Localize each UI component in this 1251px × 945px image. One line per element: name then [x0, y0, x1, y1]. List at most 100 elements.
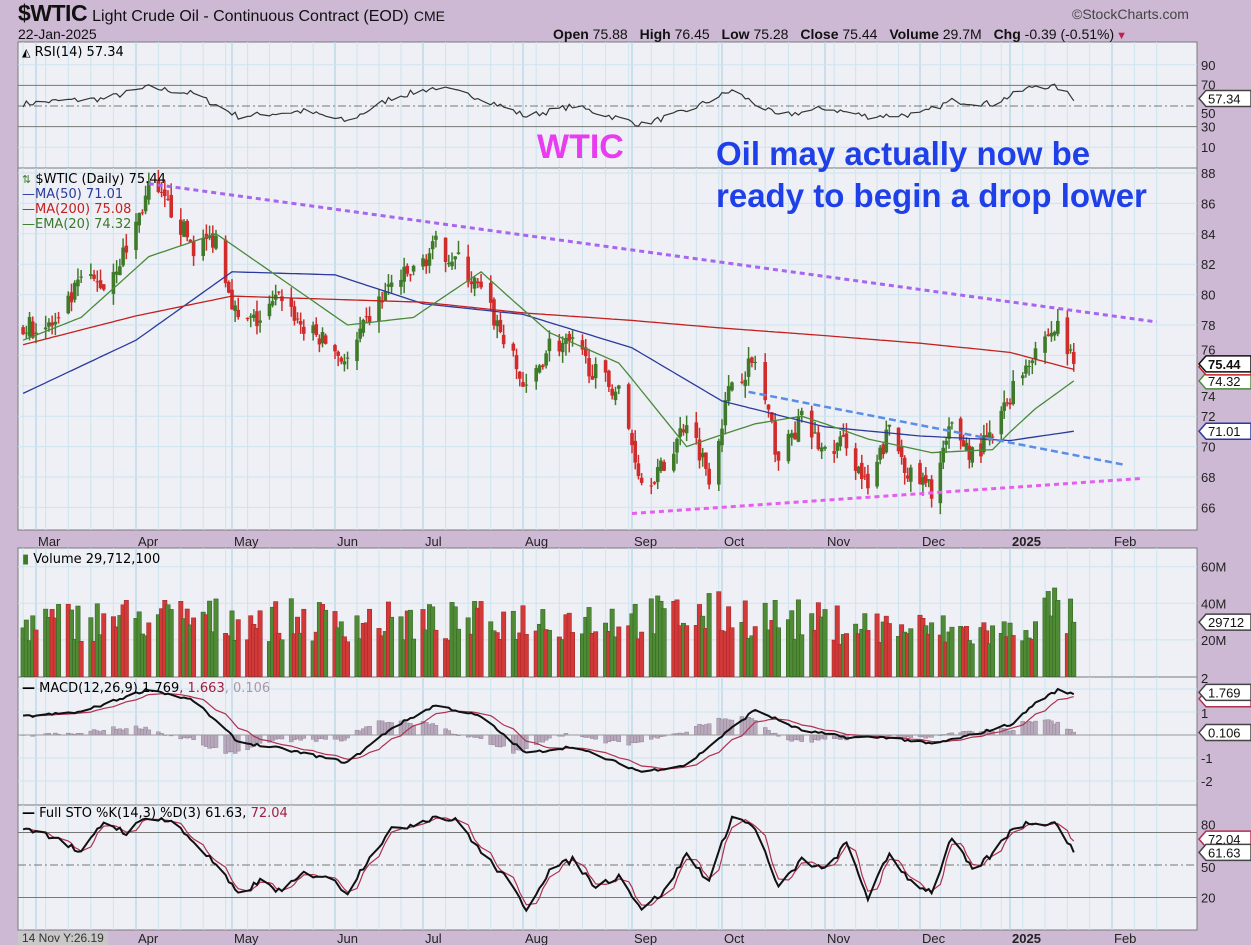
price-bar-body — [339, 357, 344, 362]
price-bar-body — [789, 433, 794, 438]
volume-bar — [822, 609, 828, 677]
price-bar — [587, 348, 591, 384]
volume-bar — [752, 626, 758, 677]
price-bar-body — [479, 281, 483, 288]
macd-histogram-bar — [191, 734, 196, 740]
price-bar — [875, 454, 879, 489]
price-bar — [411, 264, 416, 276]
price-bar-body — [678, 428, 683, 437]
price-bar — [434, 230, 438, 248]
price-bar-body — [999, 410, 1004, 435]
price-bar — [191, 235, 196, 266]
price-bar — [610, 384, 614, 400]
price-bar-body — [521, 382, 525, 387]
price-bar-body — [926, 479, 931, 481]
price-bar — [298, 312, 303, 334]
price-bar — [863, 466, 867, 481]
price-bar-body — [1011, 380, 1015, 405]
macd-histogram-bar — [478, 734, 484, 739]
price-bar — [726, 375, 731, 406]
low-value: 75.28 — [753, 26, 789, 42]
price-bar-body — [134, 221, 138, 251]
price-bar — [547, 330, 552, 362]
price-bar — [541, 363, 545, 370]
price-bar-body — [1020, 375, 1025, 379]
copyright: ©StockCharts.com — [1072, 6, 1189, 22]
price-bar-body — [639, 477, 644, 483]
macd-legend-signal: 1.663 — [187, 681, 225, 696]
volume-bar — [478, 601, 484, 677]
volume-bar — [123, 600, 129, 677]
rsi-axis-tick-label: 90 — [1201, 58, 1215, 73]
price-bar-body — [534, 368, 539, 382]
price-bar — [1052, 330, 1057, 341]
price-bar-body — [248, 316, 253, 318]
price-bar-body — [56, 317, 61, 319]
price-bar-body — [514, 355, 519, 370]
price-bar-body — [21, 327, 25, 335]
macd-histogram-bar — [593, 734, 598, 740]
price-bar — [405, 263, 410, 277]
price-bar-body — [636, 463, 641, 477]
price-bar-body — [466, 256, 470, 282]
price-bar-body — [34, 332, 38, 334]
price-bar — [456, 240, 461, 255]
price-bar-body — [111, 272, 116, 294]
price-legend-text: $WTIC (Daily) 75.44 — [35, 172, 166, 187]
date-axis-bottom-label: Nov — [827, 931, 851, 945]
price-bar-body — [255, 311, 259, 327]
volume-axis-tick-label: 20M — [1201, 633, 1226, 648]
price-bar-body — [938, 462, 943, 504]
price-bar — [1056, 308, 1060, 337]
price-bar — [355, 331, 359, 371]
price-bar — [323, 333, 328, 345]
price-bar-body — [476, 281, 480, 284]
price-bar-body — [841, 434, 846, 437]
price-bar — [361, 318, 366, 337]
stochastic-panel-frame — [17, 804, 1198, 931]
price-bar — [501, 324, 506, 349]
price-bar-body — [750, 357, 754, 363]
price-bar — [838, 430, 843, 451]
price-bar — [342, 353, 347, 372]
date-axis-label: May — [234, 534, 259, 549]
sto-d-line — [22, 817, 1075, 906]
macd-axis-tick-label: 2 — [1201, 671, 1208, 686]
macd-histogram-bar — [1033, 720, 1038, 736]
price-bar-body — [364, 316, 369, 318]
price-bar-body — [399, 280, 403, 287]
price-axis-tick-label: 70 — [1201, 440, 1215, 455]
annotation-wtic: WTIC — [537, 128, 624, 166]
price-bar — [137, 212, 141, 233]
price-bar-body — [358, 328, 362, 339]
rsi-legend-text: RSI(14) 57.34 — [34, 45, 124, 60]
price-bar-body — [856, 466, 861, 474]
price-bar — [544, 350, 548, 369]
price-bar-body — [1002, 402, 1006, 411]
price-bar-body — [1052, 331, 1057, 336]
price-bar — [111, 263, 116, 305]
price-bar-body — [587, 358, 591, 377]
price-bar-body — [909, 467, 913, 482]
price-bar — [1033, 341, 1038, 366]
date-axis-label: Aug — [525, 534, 548, 549]
price-bar — [358, 316, 362, 343]
price-bar — [121, 238, 125, 268]
volume-bar — [661, 608, 667, 677]
price-bar-body — [796, 416, 801, 442]
price-bar-body — [361, 319, 366, 333]
price-bar — [211, 225, 215, 253]
price-bar — [796, 408, 801, 443]
price-bar — [311, 321, 315, 341]
macd-histogram-bar — [639, 734, 644, 743]
price-bar-body — [753, 362, 758, 364]
volume-legend-text: Volume 29,712,100 — [33, 552, 161, 567]
price-bar — [938, 451, 943, 515]
date-axis-bottom-label: Aug — [525, 931, 548, 945]
price-bar-body — [289, 297, 294, 307]
price-bar-body — [567, 333, 572, 341]
price-bar — [53, 312, 58, 336]
volume-bar — [1055, 600, 1061, 677]
price-bar — [835, 442, 840, 459]
price-bar-body — [191, 241, 196, 257]
